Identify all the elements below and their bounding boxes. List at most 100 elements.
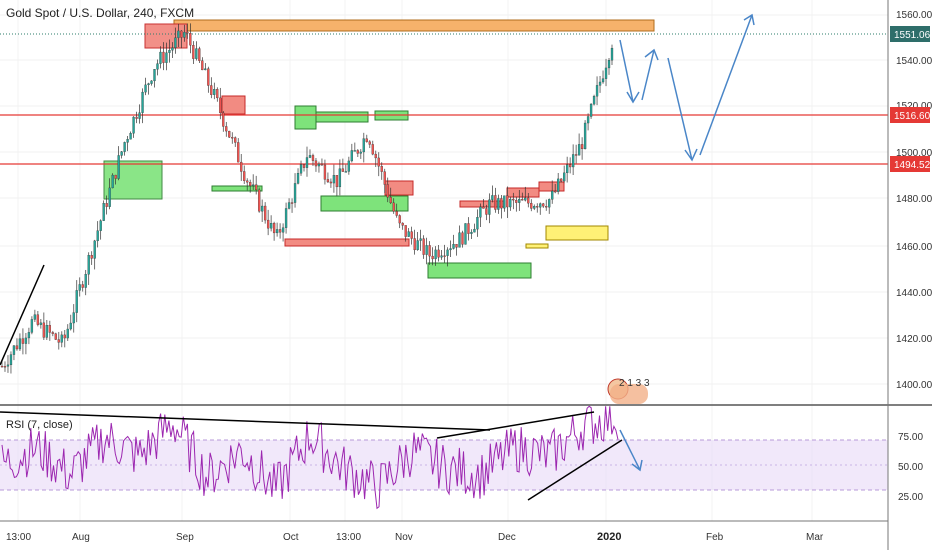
candle[interactable] bbox=[398, 215, 401, 224]
candle[interactable] bbox=[323, 164, 327, 180]
candle[interactable] bbox=[580, 144, 584, 150]
candle[interactable] bbox=[374, 153, 377, 159]
candle[interactable] bbox=[225, 126, 228, 132]
price-axis[interactable]: 1560.00 1540.00 1520.00 1500.00 1480.00 … bbox=[896, 10, 932, 391]
candle[interactable] bbox=[246, 180, 249, 183]
candle[interactable] bbox=[317, 163, 321, 167]
candle[interactable] bbox=[177, 30, 180, 38]
candle[interactable] bbox=[171, 47, 174, 51]
candle[interactable] bbox=[129, 133, 132, 140]
candle[interactable] bbox=[272, 223, 276, 234]
candle[interactable] bbox=[395, 211, 398, 216]
candle[interactable] bbox=[93, 240, 96, 259]
candle[interactable] bbox=[228, 130, 231, 138]
candle[interactable] bbox=[470, 231, 473, 234]
candle[interactable] bbox=[69, 322, 72, 330]
candle[interactable] bbox=[586, 116, 590, 124]
candle[interactable] bbox=[521, 199, 524, 201]
candle[interactable] bbox=[240, 161, 243, 172]
candle[interactable] bbox=[252, 184, 255, 186]
candle[interactable] bbox=[12, 345, 16, 355]
trendline-price[interactable] bbox=[0, 264, 45, 366]
candle[interactable] bbox=[296, 173, 300, 184]
zone-supply[interactable] bbox=[221, 95, 246, 115]
candle[interactable] bbox=[114, 174, 117, 179]
candle[interactable] bbox=[54, 333, 57, 340]
candle[interactable] bbox=[96, 230, 99, 242]
candle[interactable] bbox=[401, 222, 404, 226]
candle[interactable] bbox=[440, 255, 443, 258]
candle[interactable] bbox=[362, 138, 365, 153]
candle[interactable] bbox=[598, 81, 602, 86]
candle[interactable] bbox=[568, 164, 572, 168]
candle[interactable] bbox=[258, 189, 261, 212]
candle[interactable] bbox=[39, 322, 43, 325]
candle[interactable] bbox=[371, 144, 374, 155]
candle[interactable] bbox=[551, 190, 554, 200]
candle[interactable] bbox=[353, 150, 356, 152]
candle[interactable] bbox=[467, 223, 470, 234]
zone-yellow[interactable] bbox=[545, 225, 609, 241]
candle[interactable] bbox=[222, 112, 225, 127]
trendline-rsi-up[interactable] bbox=[436, 411, 595, 439]
projection-arrow[interactable] bbox=[641, 49, 655, 101]
candle[interactable] bbox=[159, 51, 162, 64]
candle[interactable] bbox=[563, 172, 566, 182]
candle[interactable] bbox=[449, 248, 452, 251]
candle[interactable] bbox=[234, 137, 237, 143]
candle[interactable] bbox=[183, 31, 186, 38]
candle[interactable] bbox=[458, 232, 461, 248]
candle[interactable] bbox=[3, 366, 7, 368]
candle[interactable] bbox=[524, 197, 527, 201]
candle[interactable] bbox=[347, 160, 351, 172]
candle[interactable] bbox=[565, 164, 569, 174]
candle[interactable] bbox=[293, 183, 297, 203]
candle[interactable] bbox=[536, 206, 539, 208]
candle[interactable] bbox=[87, 255, 90, 275]
candle[interactable] bbox=[338, 168, 342, 188]
candle[interactable] bbox=[308, 155, 312, 158]
candle[interactable] bbox=[78, 284, 81, 291]
candle[interactable] bbox=[530, 202, 533, 209]
candle[interactable] bbox=[314, 160, 318, 167]
candle[interactable] bbox=[482, 206, 485, 209]
zone-yellow[interactable] bbox=[525, 243, 549, 249]
candle[interactable] bbox=[305, 157, 309, 168]
candle[interactable] bbox=[186, 31, 189, 34]
candle[interactable] bbox=[15, 345, 19, 350]
candle[interactable] bbox=[201, 60, 204, 71]
zone-demand[interactable] bbox=[211, 185, 263, 192]
candle[interactable] bbox=[6, 364, 10, 367]
zone-demand[interactable] bbox=[315, 111, 369, 123]
candle[interactable] bbox=[320, 163, 324, 166]
candle[interactable] bbox=[479, 206, 482, 218]
candle[interactable] bbox=[27, 332, 31, 339]
candle[interactable] bbox=[111, 174, 114, 189]
candle[interactable] bbox=[437, 249, 440, 258]
candle[interactable] bbox=[413, 238, 416, 251]
zone-supply[interactable] bbox=[538, 181, 565, 192]
candle[interactable] bbox=[290, 202, 294, 204]
candle[interactable] bbox=[356, 150, 359, 154]
candle[interactable] bbox=[287, 202, 291, 209]
candle[interactable] bbox=[231, 137, 234, 139]
candle[interactable] bbox=[311, 155, 315, 161]
candle[interactable] bbox=[560, 178, 563, 182]
zone-demand[interactable] bbox=[294, 105, 317, 130]
candle[interactable] bbox=[485, 208, 488, 215]
candle[interactable] bbox=[105, 203, 108, 207]
candle[interactable] bbox=[533, 206, 536, 209]
candle[interactable] bbox=[72, 312, 75, 324]
candle[interactable] bbox=[491, 195, 494, 200]
candle[interactable] bbox=[99, 220, 102, 231]
candle[interactable] bbox=[263, 205, 267, 221]
candle[interactable] bbox=[299, 164, 303, 174]
candle[interactable] bbox=[512, 198, 515, 201]
candle[interactable] bbox=[416, 240, 419, 251]
zone-supply[interactable] bbox=[144, 23, 188, 49]
candle[interactable] bbox=[0, 365, 4, 368]
candle[interactable] bbox=[138, 112, 141, 119]
candle[interactable] bbox=[278, 229, 282, 233]
candle[interactable] bbox=[601, 78, 605, 83]
candle[interactable] bbox=[219, 97, 222, 114]
